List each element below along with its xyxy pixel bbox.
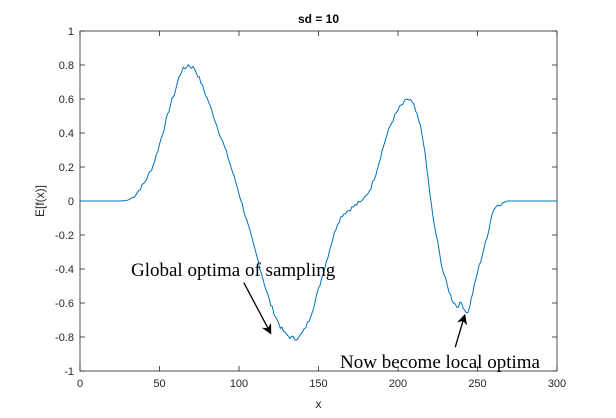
y-tick-label: 0 [68, 196, 74, 208]
y-axis: -1 -0.8 -0.6 -0.4 -0.2 0 0.2 0.4 0.6 0.8 1 [55, 26, 557, 378]
y-tick-label: 1 [68, 26, 74, 38]
annotation-global-optima: Global optima of sampling [131, 260, 336, 281]
x-axis: 0 50 100 150 200 250 300 [77, 31, 566, 390]
series-line [80, 63, 557, 341]
plot-area: 0 50 100 150 200 250 300 -1 -0.8 -0.6 -0.4 -0.2 0 0.… [55, 26, 566, 390]
y-tick-label: -0.4 [55, 264, 74, 276]
x-tick-label: 250 [468, 378, 486, 390]
annotation-arrow [243, 282, 272, 335]
x-tick-label: 200 [389, 378, 407, 390]
y-tick-label: 0.2 [59, 162, 74, 174]
y-tick-label: 0.4 [59, 128, 74, 140]
y-tick-label: -1 [64, 366, 74, 378]
x-axis-label: x [316, 397, 322, 411]
y-axis-label: E[f(x)] [33, 185, 47, 217]
annotation-local-optima: Now become local optima [340, 352, 541, 373]
y-tick-label: 0.8 [59, 60, 74, 72]
annotations: Global optima of sampling Now become loca… [131, 260, 541, 373]
y-tick-label: -0.2 [55, 230, 74, 242]
plot-box [79, 30, 558, 372]
x-tick-label: 50 [153, 378, 165, 390]
y-tick-label: -0.8 [55, 332, 74, 344]
x-tick-label: 300 [548, 378, 566, 390]
y-tick-label: -0.6 [55, 298, 74, 310]
annotation-arrow [454, 313, 468, 348]
x-tick-label: 150 [309, 378, 327, 390]
chart-title: sd = 10 [298, 12, 339, 26]
x-tick-label: 0 [77, 378, 83, 390]
x-tick-label: 100 [230, 378, 248, 390]
y-tick-label: 0.6 [59, 94, 74, 106]
